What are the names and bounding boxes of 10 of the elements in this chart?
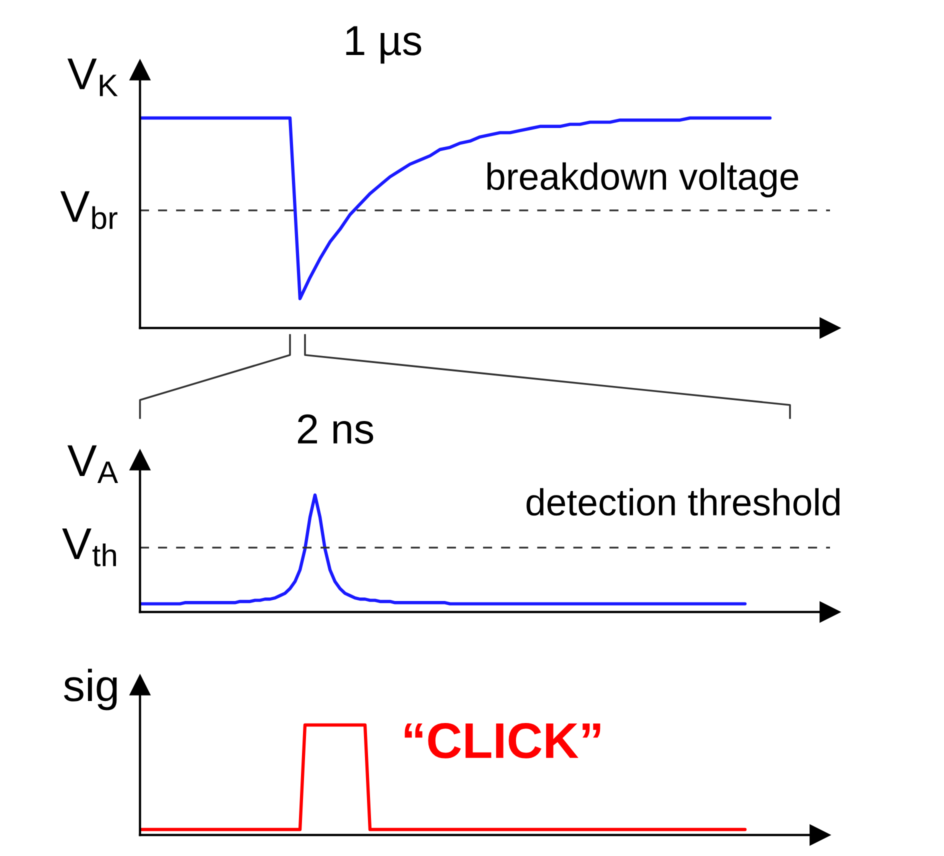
- y-axis-title: V$_{K}$: [67, 58, 118, 96]
- annotation: detection threshold: [526, 488, 840, 516]
- y-axis-title: sig: [64, 668, 117, 710]
- ref-line-label: V$_{th}$: [62, 528, 116, 566]
- text: 2 ns: [298, 414, 374, 444]
- annotation: “CLICK”: [404, 723, 600, 758]
- annotation: breakdown voltage: [487, 162, 798, 198]
- text: 1 µs: [346, 26, 422, 64]
- y-axis-title: V$_{A}$: [67, 445, 118, 484]
- ref-line-label: V$_{br}$: [60, 191, 118, 230]
